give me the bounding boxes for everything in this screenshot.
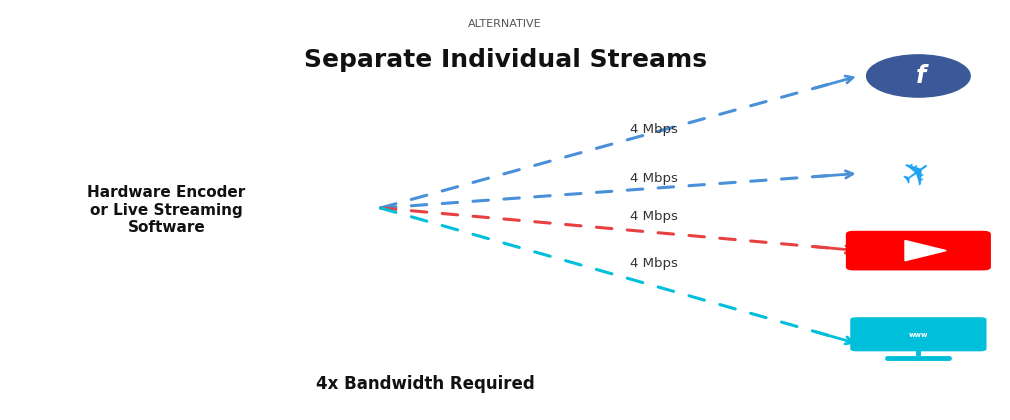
Text: 4 Mbps: 4 Mbps	[629, 172, 678, 185]
Text: ✈: ✈	[896, 151, 940, 196]
Text: f: f	[916, 64, 926, 88]
Text: 4 Mbps: 4 Mbps	[629, 123, 678, 136]
FancyBboxPatch shape	[845, 231, 991, 270]
Text: ALTERNATIVE: ALTERNATIVE	[469, 19, 541, 29]
Text: 4x Bandwidth Required: 4x Bandwidth Required	[316, 375, 534, 393]
FancyBboxPatch shape	[850, 317, 987, 351]
Text: Hardware Encoder
or Live Streaming
Software: Hardware Encoder or Live Streaming Softw…	[87, 185, 245, 235]
Text: 4 Mbps: 4 Mbps	[629, 210, 678, 223]
Text: Separate Individual Streams: Separate Individual Streams	[303, 47, 707, 71]
Polygon shape	[905, 241, 946, 261]
Circle shape	[867, 55, 971, 97]
Text: www: www	[909, 332, 928, 338]
Text: 4 Mbps: 4 Mbps	[629, 257, 678, 270]
